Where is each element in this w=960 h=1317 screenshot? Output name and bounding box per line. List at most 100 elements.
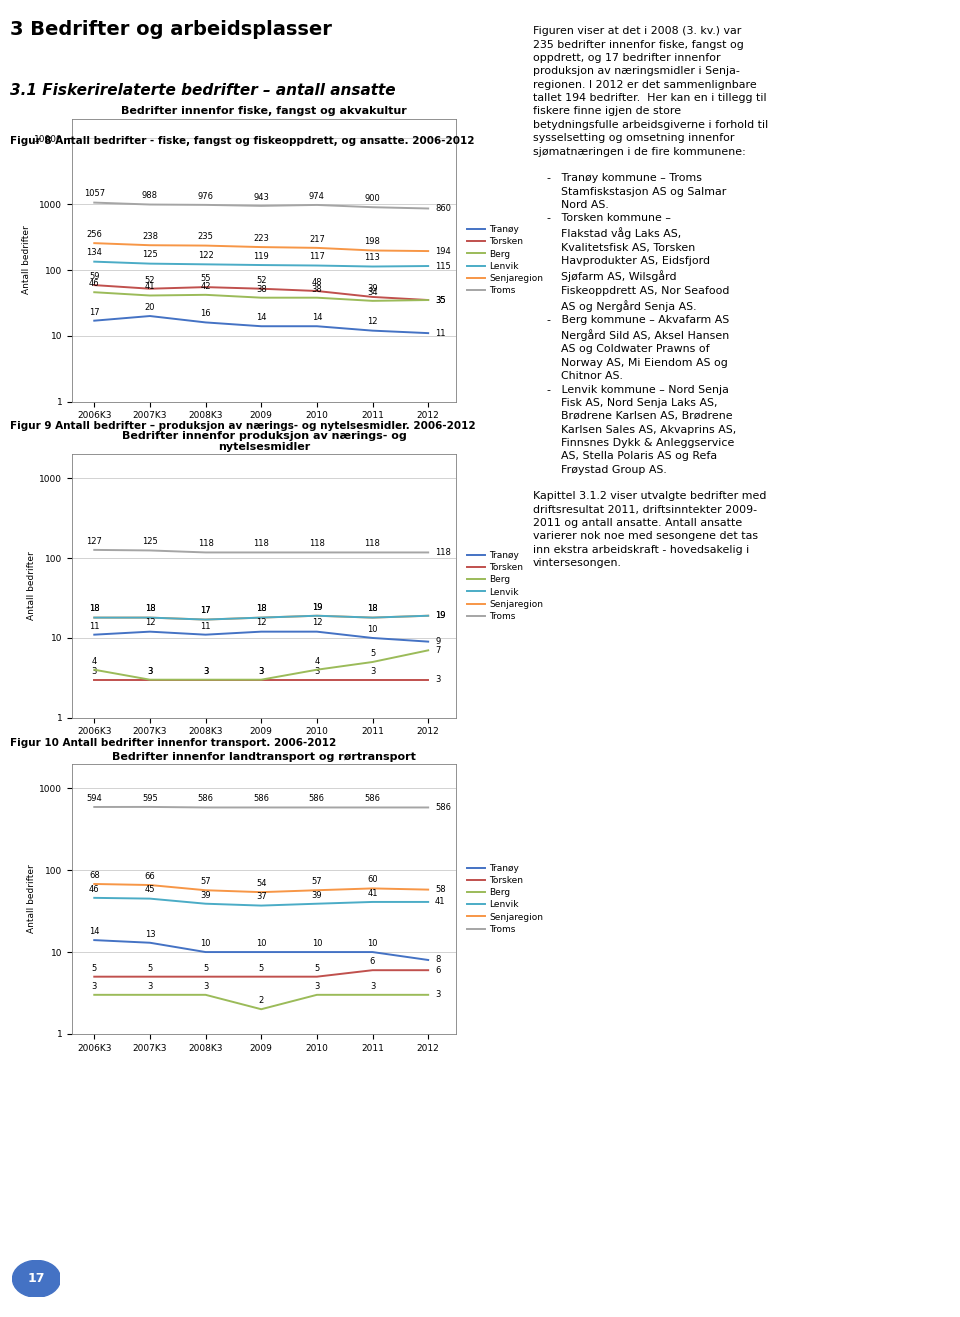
Text: 5: 5 [370,649,375,657]
Text: 42: 42 [201,282,211,291]
Text: 3: 3 [203,666,208,676]
Text: 119: 119 [253,252,269,261]
Text: 586: 586 [365,794,380,803]
Text: 115: 115 [435,262,451,270]
Text: 18: 18 [145,605,156,614]
Text: 11: 11 [201,622,211,631]
Text: 11: 11 [89,622,100,631]
Text: 37: 37 [256,893,267,901]
Text: 125: 125 [142,537,157,547]
Text: 38: 38 [311,284,323,294]
Text: 5: 5 [91,964,97,972]
Text: 18: 18 [145,605,156,614]
Text: 68: 68 [89,871,100,880]
Text: 17: 17 [89,307,100,316]
Text: 52: 52 [145,275,156,284]
Text: 3: 3 [370,666,375,676]
Text: 39: 39 [312,890,323,900]
Text: 12: 12 [312,619,323,627]
Text: 6: 6 [370,957,375,967]
Text: Figur 9 Antall bedrifter – produksjon av nærings- og nytelsesmidler. 2006-2012: Figur 9 Antall bedrifter – produksjon av… [10,421,475,432]
Text: 117: 117 [309,253,324,261]
Text: 17: 17 [201,606,211,615]
Title: Bedrifter innenfor produksjon av nærings- og
nytelsesmidler: Bedrifter innenfor produksjon av nærings… [122,431,406,452]
Text: 134: 134 [86,249,102,258]
Text: 900: 900 [365,194,380,203]
Text: 3: 3 [91,666,97,676]
Text: 19: 19 [312,603,323,611]
Title: Bedrifter innenfor landtransport og rørtransport: Bedrifter innenfor landtransport og rørt… [112,752,416,761]
Text: 6: 6 [435,965,441,975]
Text: 5: 5 [258,964,264,972]
Text: 41: 41 [145,282,156,291]
Text: 18: 18 [89,605,100,614]
Text: 586: 586 [253,794,269,803]
Text: 943: 943 [253,192,269,202]
Text: 45: 45 [145,885,156,894]
Text: 5: 5 [147,964,153,972]
Text: 118: 118 [435,548,451,557]
Y-axis label: Antall bedrifter: Antall bedrifter [28,864,36,934]
Text: 13: 13 [145,930,156,939]
Text: 18: 18 [368,605,378,614]
Legend: Tranøy, Torsken, Berg, Lenvik, Senjaregion, Troms: Tranøy, Torsken, Berg, Lenvik, Senjaregi… [464,860,546,938]
Text: 125: 125 [142,250,157,259]
Text: 59: 59 [89,271,100,281]
Text: 860: 860 [435,204,451,213]
Text: 10: 10 [368,939,378,948]
Text: 127: 127 [86,537,102,545]
Text: 7: 7 [435,645,441,655]
Text: 18: 18 [89,605,100,614]
Text: 14: 14 [89,927,100,936]
Text: 118: 118 [198,539,213,548]
Text: 217: 217 [309,234,324,244]
Text: 18: 18 [368,605,378,614]
Text: 3: 3 [91,981,97,990]
Text: 118: 118 [365,539,380,548]
Text: 35: 35 [435,295,445,304]
Text: 58: 58 [435,885,445,894]
Text: 3: 3 [314,666,320,676]
Text: 118: 118 [309,539,324,548]
Text: 118: 118 [253,539,269,548]
Text: 8: 8 [435,955,441,964]
Text: 17: 17 [28,1272,45,1285]
Text: 19: 19 [435,611,445,620]
Text: 122: 122 [198,252,213,261]
Text: 41: 41 [368,889,378,898]
Text: 10: 10 [312,939,323,948]
Legend: Tranøy, Torsken, Berg, Lenvik, Senjaregion, Troms: Tranøy, Torsken, Berg, Lenvik, Senjaregi… [464,221,546,299]
Text: 3: 3 [435,990,441,1000]
Text: 34: 34 [368,287,378,296]
Y-axis label: Antall bedrifter: Antall bedrifter [22,225,31,295]
Text: 3.1 Fiskerirelaterte bedrifter – antall ansatte: 3.1 Fiskerirelaterte bedrifter – antall … [10,83,396,97]
Text: 55: 55 [201,274,211,283]
Text: 10: 10 [256,939,267,948]
Text: 595: 595 [142,794,157,803]
Text: 19: 19 [312,603,323,611]
Text: 12: 12 [368,317,378,327]
Text: 46: 46 [89,279,100,288]
Text: 18: 18 [256,605,267,614]
Text: 2: 2 [258,996,264,1005]
Text: 3: 3 [370,981,375,990]
Text: 194: 194 [435,246,451,255]
Text: 3: 3 [147,666,153,676]
Text: Figur 8 Antall bedrifter - fiske, fangst og fiskeoppdrett, og ansatte. 2006-2012: Figur 8 Antall bedrifter - fiske, fangst… [10,136,474,146]
Legend: Tranøy, Torsken, Berg, Lenvik, Senjaregion, Troms: Tranøy, Torsken, Berg, Lenvik, Senjaregi… [464,548,546,624]
Text: 3: 3 [314,981,320,990]
Text: Figuren viser at det i 2008 (3. kv.) var
235 bedrifter innenfor fiske, fangst og: Figuren viser at det i 2008 (3. kv.) var… [533,26,768,568]
Text: 988: 988 [142,191,157,200]
Text: 14: 14 [312,313,323,323]
Text: 19: 19 [435,611,445,620]
Text: 46: 46 [89,885,100,894]
Text: 198: 198 [365,237,380,246]
Text: 1057: 1057 [84,190,105,199]
Text: 11: 11 [435,329,445,337]
Text: 586: 586 [435,803,451,813]
Text: 3: 3 [203,981,208,990]
Text: 586: 586 [198,794,213,803]
Text: 35: 35 [435,295,445,304]
Text: 3: 3 [258,666,264,676]
Text: 223: 223 [253,234,269,242]
